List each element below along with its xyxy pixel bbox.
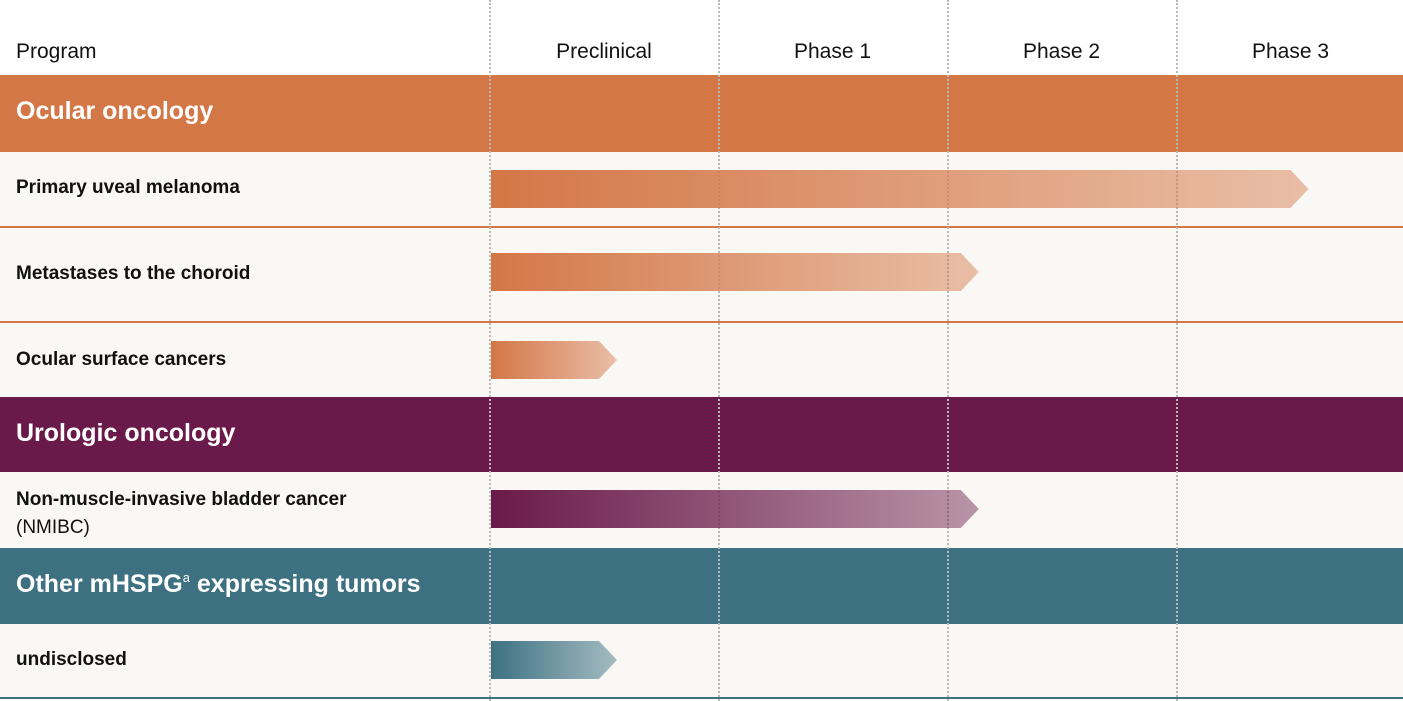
phase-header-phase-3: Phase 3 (1251, 40, 1330, 63)
row-divider (0, 321, 1403, 323)
group-title-other-rest: expressing tumors (189, 570, 421, 598)
group-band-other: Other mHSPGa expressing tumors (0, 548, 1403, 624)
phase-header-phase-1: Phase 1 (793, 40, 872, 63)
program-label: Ocular surface cancers (16, 349, 227, 370)
program-label: undisclosed (16, 649, 127, 670)
group-title-urologic: Urologic oncology (16, 419, 236, 447)
phase-gridline (489, 0, 491, 701)
group-title-ocular: Ocular oncology (16, 97, 214, 125)
progress-arrow (491, 490, 979, 528)
program-label-sub: (NMIBC) (16, 517, 90, 538)
program-column-header: Program (16, 40, 97, 63)
program-label-main: Non-muscle-invasive bladder cancer (16, 489, 347, 510)
progress-arrow (491, 170, 1309, 208)
row-divider (0, 226, 1403, 228)
program-label: Metastases to the choroid (16, 263, 251, 284)
phase-header-preclinical: Preclinical (556, 40, 652, 63)
phase-gridline (1176, 0, 1178, 701)
group-band-urologic: Urologic oncology (0, 397, 1403, 472)
progress-arrow (491, 641, 617, 679)
progress-arrow (491, 341, 617, 379)
progress-arrow (491, 253, 979, 291)
phase-header-phase-2: Phase 2 (1022, 40, 1101, 63)
phase-gridline (947, 0, 949, 701)
row-divider (0, 697, 1403, 699)
program-row: Ocular surface cancers (0, 323, 1403, 397)
group-band-ocular: Ocular oncology (0, 75, 1403, 152)
program-label: Primary uveal melanoma (16, 177, 240, 198)
group-title-other: Other mHSPGa expressing tumors (16, 570, 421, 599)
group-title-other-main: Other mHSPG (16, 570, 183, 598)
phase-gridline (718, 0, 720, 701)
program-label: Non-muscle-invasive bladder cancer (NMIB… (16, 486, 347, 542)
footnote-marker: a (182, 570, 190, 585)
program-row: undisclosed (0, 624, 1403, 697)
